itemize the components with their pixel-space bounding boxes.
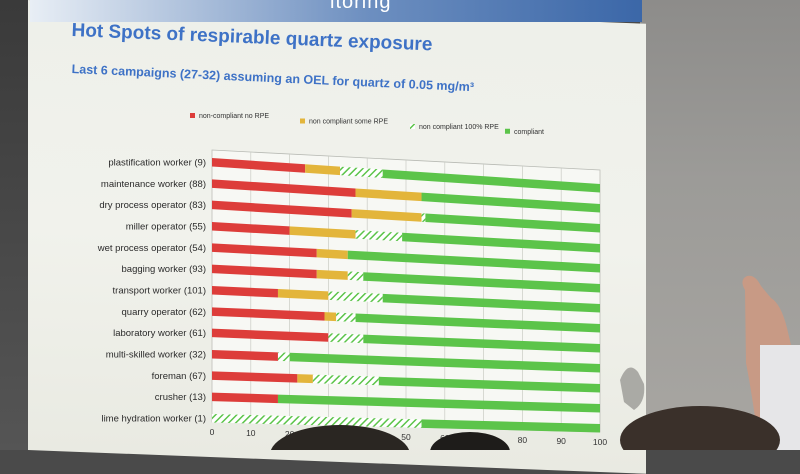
legend-label: non compliant some RPE — [309, 119, 388, 126]
bar-non-compliant-no-rpe — [212, 307, 325, 321]
bar-non-compliant-100-rpe — [340, 166, 383, 178]
x-tick-label: 0 — [210, 427, 215, 437]
bar-compliant — [382, 169, 600, 193]
bar-non-compliant-100-rpe — [421, 213, 426, 222]
bar-non-compliant-no-rpe — [212, 350, 278, 361]
bar-non-compliant-no-rpe — [212, 371, 298, 383]
bar-non-compliant-no-rpe — [212, 158, 306, 173]
bar-compliant — [347, 250, 600, 273]
x-tick-label: 80 — [518, 435, 528, 445]
wall-left — [0, 0, 30, 450]
banner-text: itoring — [330, 0, 392, 13]
bar-non-compliant-no-rpe — [212, 222, 290, 235]
bar-non-compliant-no-rpe — [212, 243, 317, 258]
bar-non-compliant-no-rpe — [212, 328, 329, 342]
legend-label: compliant — [514, 129, 544, 136]
bar-non-compliant-some-rpe — [316, 248, 348, 260]
category-label: quarry operator (62) — [122, 307, 206, 318]
legend-label: non compliant 100% RPE — [419, 124, 499, 131]
bar-compliant — [363, 334, 600, 353]
bar-non-compliant-some-rpe — [277, 289, 329, 300]
bar-compliant — [402, 232, 600, 253]
legend-swatch — [505, 128, 510, 134]
head-silhouette-2 — [620, 406, 780, 450]
bar-compliant — [421, 419, 600, 433]
x-tick-label: 90 — [556, 436, 566, 446]
head-silhouette-3 — [430, 432, 510, 450]
category-label: miller operator (55) — [126, 222, 206, 233]
bar-non-compliant-no-rpe — [212, 392, 278, 404]
category-label: multi-skilled worker (32) — [106, 350, 206, 361]
bar-non-compliant-some-rpe — [324, 312, 337, 322]
legend-swatch — [410, 124, 415, 129]
bar-non-compliant-100-rpe — [312, 374, 379, 386]
bar-compliant — [425, 213, 600, 233]
bar-non-compliant-100-rpe — [347, 271, 364, 281]
category-label: lime hydration worker (1) — [101, 414, 206, 425]
legend-swatch — [300, 118, 305, 124]
category-label: wet process operator (54) — [97, 243, 206, 254]
category-label: transport worker (101) — [113, 286, 206, 297]
category-label: bagging worker (93) — [122, 264, 207, 275]
bars — [212, 158, 600, 433]
bar-non-compliant-some-rpe — [289, 226, 356, 239]
category-label: laboratory worker (61) — [113, 328, 206, 339]
bar-non-compliant-100-rpe — [336, 312, 356, 322]
bar-non-compliant-no-rpe — [212, 264, 317, 279]
bar-compliant — [421, 192, 600, 213]
x-tick-label: 20 — [285, 429, 295, 439]
head-silhouette-1 — [270, 425, 410, 450]
x-tick-label: 10 — [246, 428, 256, 438]
bar-compliant — [355, 313, 600, 333]
bar-non-compliant-some-rpe — [305, 164, 341, 176]
audience-silhouettes — [270, 275, 800, 450]
bar-compliant — [277, 394, 600, 413]
legend-swatch — [190, 113, 195, 118]
legend-label: non-compliant no RPE — [199, 113, 269, 120]
bar-non-compliant-some-rpe — [351, 209, 422, 222]
legend: non-compliant no RPE non compliant some R… — [190, 113, 544, 136]
category-label: crusher (13) — [155, 392, 206, 403]
bar-non-compliant-100-rpe — [212, 414, 422, 428]
bar-compliant — [378, 376, 600, 393]
x-tick-label: 50 — [401, 432, 411, 442]
bar-non-compliant-some-rpe — [316, 269, 348, 280]
bar-non-compliant-no-rpe — [212, 200, 352, 218]
category-label: plastification worker (9) — [108, 158, 206, 169]
bar-non-compliant-100-rpe — [277, 352, 290, 362]
bar-non-compliant-100-rpe — [355, 230, 403, 242]
category-label: foreman (67) — [152, 371, 206, 382]
bar-compliant — [363, 272, 600, 293]
bar-non-compliant-100-rpe — [328, 291, 383, 303]
slide-banner — [30, 0, 642, 22]
bar-non-compliant-100-rpe — [328, 333, 364, 344]
bar-non-compliant-some-rpe — [297, 374, 313, 384]
x-tick-label: 100 — [593, 437, 607, 447]
raised-hand-shadow — [620, 367, 645, 410]
category-label: dry process operator (83) — [99, 200, 206, 211]
bar-non-compliant-no-rpe — [212, 286, 278, 298]
bar-compliant — [289, 352, 600, 373]
bar-non-compliant-no-rpe — [212, 179, 356, 197]
bar-non-compliant-some-rpe — [355, 188, 422, 202]
category-labels: plastification worker (9) maintenance wor… — [97, 158, 206, 425]
bar-compliant — [382, 293, 600, 313]
category-label: maintenance worker (88) — [101, 179, 206, 190]
stacked-bar-chart: plastification worker (9) maintenance wor… — [97, 113, 607, 447]
